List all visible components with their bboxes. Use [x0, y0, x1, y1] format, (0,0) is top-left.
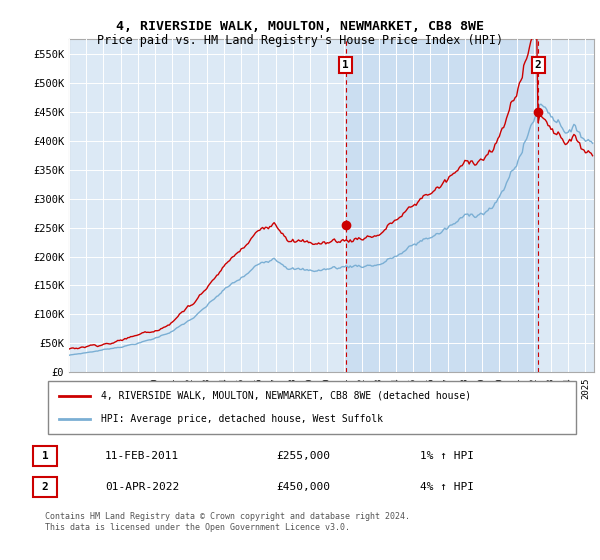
- FancyBboxPatch shape: [33, 477, 57, 497]
- Text: 2: 2: [41, 482, 49, 492]
- Bar: [346, 39, 538, 372]
- Text: 11-FEB-2011: 11-FEB-2011: [105, 451, 179, 461]
- Text: 4, RIVERSIDE WALK, MOULTON, NEWMARKET, CB8 8WE (detached house): 4, RIVERSIDE WALK, MOULTON, NEWMARKET, C…: [101, 391, 471, 401]
- Text: 4, RIVERSIDE WALK, MOULTON, NEWMARKET, CB8 8WE: 4, RIVERSIDE WALK, MOULTON, NEWMARKET, C…: [116, 20, 484, 32]
- Text: 2: 2: [535, 60, 541, 70]
- Text: 1: 1: [343, 60, 349, 70]
- Text: 1% ↑ HPI: 1% ↑ HPI: [420, 451, 474, 461]
- FancyBboxPatch shape: [48, 381, 576, 434]
- Text: £255,000: £255,000: [276, 451, 330, 461]
- Text: Contains HM Land Registry data © Crown copyright and database right 2024.
This d: Contains HM Land Registry data © Crown c…: [45, 512, 410, 531]
- FancyBboxPatch shape: [33, 446, 57, 466]
- Text: 4% ↑ HPI: 4% ↑ HPI: [420, 482, 474, 492]
- Text: 01-APR-2022: 01-APR-2022: [105, 482, 179, 492]
- Text: 1: 1: [41, 451, 49, 461]
- Text: Price paid vs. HM Land Registry's House Price Index (HPI): Price paid vs. HM Land Registry's House …: [97, 34, 503, 46]
- Text: HPI: Average price, detached house, West Suffolk: HPI: Average price, detached house, West…: [101, 414, 383, 424]
- Text: £450,000: £450,000: [276, 482, 330, 492]
